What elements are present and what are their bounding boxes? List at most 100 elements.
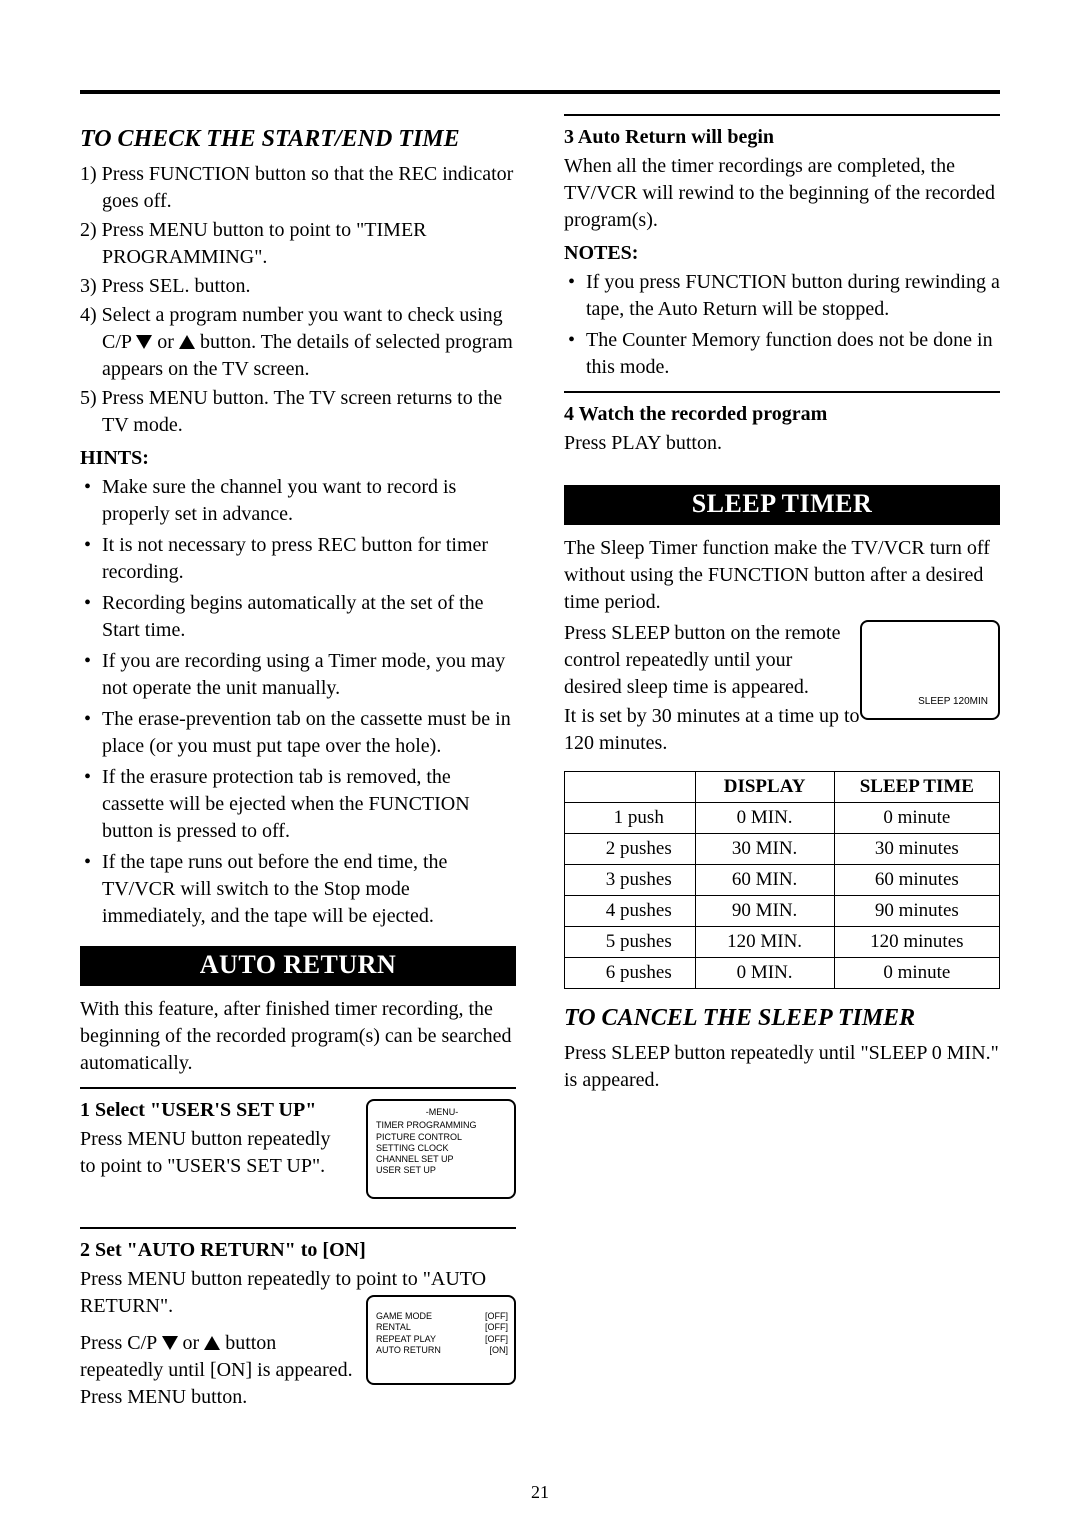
menu-item: TIMER PROGRAMMING bbox=[376, 1120, 508, 1131]
sleep-step: SLEEP 120MIN Press SLEEP button on the r… bbox=[564, 620, 1000, 757]
menu-screen-2: GAME MODE [OFF] RENTAL [OFF] REPEAT PLAY [O… bbox=[366, 1295, 516, 1385]
check-time-list: 1) Press FUNCTION button so that the REC… bbox=[80, 161, 516, 439]
cancel-sleep-body: Press SLEEP button repeatedly until "SLE… bbox=[564, 1040, 1000, 1094]
list-item: If the erasure protection tab is removed… bbox=[80, 764, 516, 845]
menu-key: RENTAL bbox=[376, 1322, 411, 1333]
sleep-p1: Press SLEEP button on the remote control… bbox=[564, 620, 844, 701]
menu-item: SETTING CLOCK bbox=[376, 1143, 508, 1154]
triangle-up-icon bbox=[179, 335, 195, 349]
list-item: If you are recording using a Timer mode,… bbox=[80, 648, 516, 702]
menu-key: REPEAT PLAY bbox=[376, 1334, 436, 1345]
table-cell: 30 minutes bbox=[834, 834, 999, 865]
table-cell: 5 pushes bbox=[565, 927, 696, 958]
triangle-down-icon bbox=[136, 335, 152, 349]
check-time-heading: TO CHECK THE START/END TIME bbox=[80, 126, 516, 153]
sleep-p2: It is set by 30 minutes at a time up to … bbox=[564, 703, 864, 757]
list-item: If the tape runs out before the end time… bbox=[80, 849, 516, 930]
table-cell: 120 MIN. bbox=[695, 927, 834, 958]
text-fragment: or bbox=[178, 1332, 205, 1354]
triangle-down-icon bbox=[162, 1336, 178, 1350]
manual-page: TO CHECK THE START/END TIME 1) Press FUN… bbox=[0, 0, 1080, 1451]
list-item: Recording begins automatically at the se… bbox=[80, 590, 516, 644]
menu-val: [OFF] bbox=[485, 1311, 508, 1322]
table-cell: 60 minutes bbox=[834, 865, 999, 896]
list-item: 4) Select a program number you want to c… bbox=[80, 302, 516, 383]
menu-key: AUTO RETURN bbox=[376, 1345, 441, 1356]
list-item: 1) Press FUNCTION button so that the REC… bbox=[80, 161, 516, 215]
table-cell: 0 MIN. bbox=[695, 803, 834, 834]
table-cell: 0 minute bbox=[834, 803, 999, 834]
menu-row: GAME MODE [OFF] bbox=[376, 1311, 508, 1322]
step-1: -MENU- TIMER PROGRAMMING PICTURE CONTROL… bbox=[80, 1099, 516, 1209]
sleep-intro: The Sleep Timer function make the TV/VCR… bbox=[564, 535, 1000, 616]
table-header: DISPLAY bbox=[695, 772, 834, 803]
menu-val: [OFF] bbox=[485, 1322, 508, 1333]
table-cell: 1 push bbox=[565, 803, 696, 834]
cancel-sleep-heading: TO CANCEL THE SLEEP TIMER bbox=[564, 1005, 1000, 1032]
menu-item: CHANNEL SET UP bbox=[376, 1154, 508, 1165]
table-cell: 0 MIN. bbox=[695, 958, 834, 989]
table-cell: 90 MIN. bbox=[695, 896, 834, 927]
menu-row: REPEAT PLAY [OFF] bbox=[376, 1334, 508, 1345]
menu-val: [OFF] bbox=[485, 1334, 508, 1345]
menu-screen-1: -MENU- TIMER PROGRAMMING PICTURE CONTROL… bbox=[366, 1099, 516, 1199]
table-header bbox=[565, 772, 696, 803]
menu-val: [ON] bbox=[489, 1345, 508, 1356]
rule bbox=[80, 1227, 516, 1229]
menu-key: GAME MODE bbox=[376, 1311, 432, 1322]
step3-heading: 3 Auto Return will begin bbox=[564, 126, 1000, 149]
sleep-table: DISPLAY SLEEP TIME 1 push0 MIN.0 minute … bbox=[564, 771, 1000, 989]
rule bbox=[564, 391, 1000, 393]
list-item: If you press FUNCTION button during rewi… bbox=[564, 269, 1000, 323]
table-cell: 30 MIN. bbox=[695, 834, 834, 865]
table-cell: 90 minutes bbox=[834, 896, 999, 927]
triangle-up-icon bbox=[204, 1336, 220, 1350]
list-item: The Counter Memory function does not be … bbox=[564, 327, 1000, 381]
table-cell: 3 pushes bbox=[565, 865, 696, 896]
list-item: 3) Press SEL. button. bbox=[80, 273, 516, 300]
step2-heading: 2 Set "AUTO RETURN" to [ON] bbox=[80, 1239, 516, 1262]
table-header: SLEEP TIME bbox=[834, 772, 999, 803]
list-item: Make sure the channel you want to record… bbox=[80, 474, 516, 528]
menu-title: -MENU- bbox=[376, 1107, 508, 1118]
table-cell: 4 pushes bbox=[565, 896, 696, 927]
menu-item: PICTURE CONTROL bbox=[376, 1132, 508, 1143]
rule bbox=[564, 114, 1000, 116]
table-row: 2 pushes30 MIN.30 minutes bbox=[565, 834, 1000, 865]
sleep-screen: SLEEP 120MIN bbox=[860, 620, 1000, 720]
table-row: DISPLAY SLEEP TIME bbox=[565, 772, 1000, 803]
table-cell: 60 MIN. bbox=[695, 865, 834, 896]
table-row: 6 pushes0 MIN.0 minute bbox=[565, 958, 1000, 989]
table-cell: 120 minutes bbox=[834, 927, 999, 958]
sleep-screen-text: SLEEP 120MIN bbox=[918, 696, 988, 709]
notes-label: NOTES: bbox=[564, 242, 1000, 265]
menu-row: RENTAL [OFF] bbox=[376, 1322, 508, 1333]
hints-list: Make sure the channel you want to record… bbox=[80, 474, 516, 930]
hints-label: HINTS: bbox=[80, 447, 516, 470]
notes-list: If you press FUNCTION button during rewi… bbox=[564, 269, 1000, 381]
right-column: 3 Auto Return will begin When all the ti… bbox=[564, 114, 1000, 1411]
step4-body: Press PLAY button. bbox=[564, 430, 1000, 457]
left-column: TO CHECK THE START/END TIME 1) Press FUN… bbox=[80, 114, 516, 1411]
text-fragment: Press C/P bbox=[80, 1332, 162, 1354]
page-number: 21 bbox=[0, 1482, 1080, 1503]
table-cell: 6 pushes bbox=[565, 958, 696, 989]
step2-body2: Press C/P or button repeatedly until [ON… bbox=[80, 1330, 360, 1411]
sleep-timer-banner: SLEEP TIMER bbox=[564, 485, 1000, 525]
table-row: 4 pushes90 MIN.90 minutes bbox=[565, 896, 1000, 927]
menu-row: AUTO RETURN [ON] bbox=[376, 1345, 508, 1356]
list-item: The erase-prevention tab on the cassette… bbox=[80, 706, 516, 760]
list-item: 5) Press MENU button. The TV screen retu… bbox=[80, 385, 516, 439]
table-row: 3 pushes60 MIN.60 minutes bbox=[565, 865, 1000, 896]
auto-return-intro: With this feature, after finished timer … bbox=[80, 996, 516, 1077]
table-cell: 2 pushes bbox=[565, 834, 696, 865]
rule bbox=[80, 1087, 516, 1089]
table-row: 5 pushes120 MIN.120 minutes bbox=[565, 927, 1000, 958]
list-item: It is not necessary to press REC button … bbox=[80, 532, 516, 586]
table-row: 1 push0 MIN.0 minute bbox=[565, 803, 1000, 834]
list-item: 2) Press MENU button to point to "TIMER … bbox=[80, 217, 516, 271]
step4-heading: 4 Watch the recorded program bbox=[564, 403, 1000, 426]
step3-body: When all the timer recordings are comple… bbox=[564, 153, 1000, 234]
columns: TO CHECK THE START/END TIME 1) Press FUN… bbox=[80, 114, 1000, 1411]
step-2: 2 Set "AUTO RETURN" to [ON] Press MENU b… bbox=[80, 1239, 516, 1411]
